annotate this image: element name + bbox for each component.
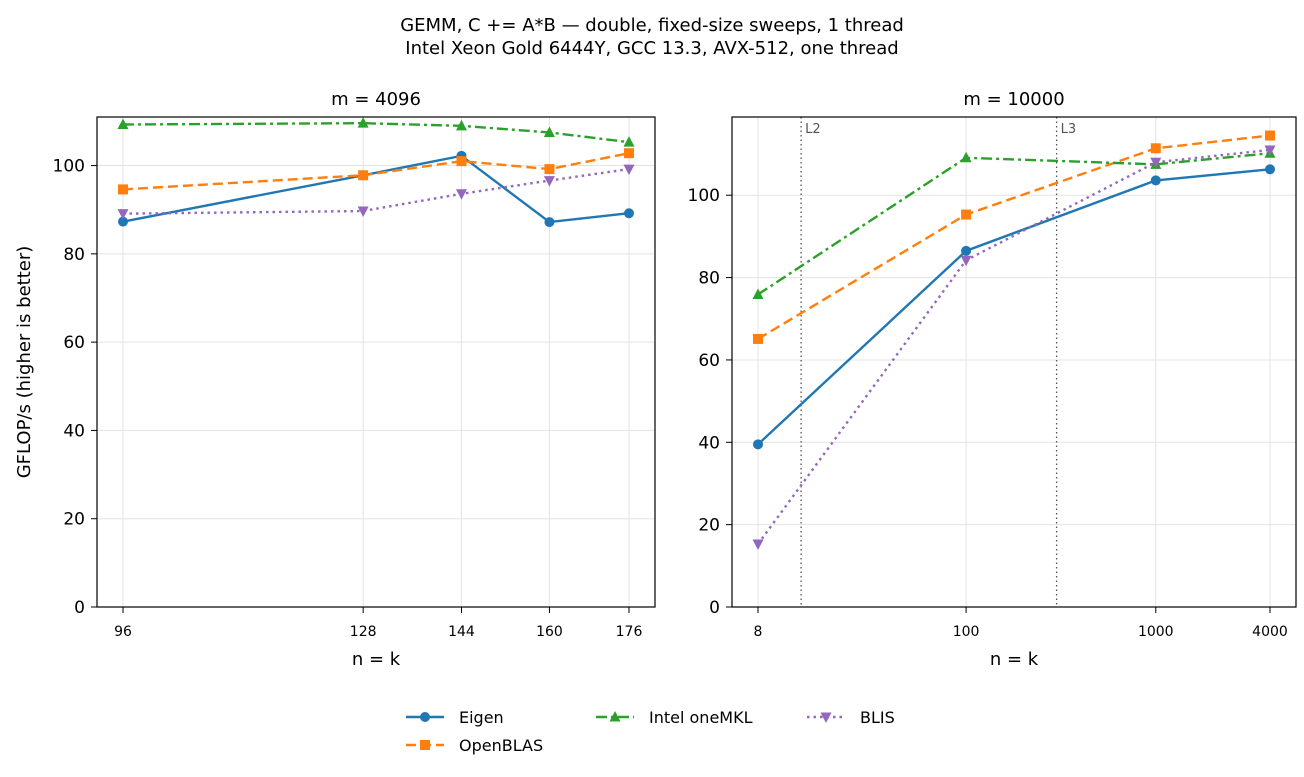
- series-eigen: [753, 164, 1275, 450]
- point-openblas: [1150, 143, 1161, 154]
- point-intel-onemkl: [752, 288, 764, 299]
- legend-marker: [420, 712, 430, 722]
- point-eigen: [544, 217, 555, 228]
- point-blis: [357, 206, 369, 218]
- series-openblas: [753, 130, 1275, 344]
- x-tick-label: 1000: [1138, 624, 1174, 640]
- point-blis: [543, 176, 555, 187]
- series-intel-onemkl: [117, 117, 635, 147]
- figure-title-line1: GEMM, C += A*B — double, fixed-size swee…: [400, 15, 904, 36]
- legend: Eigen Intel oneMKL BLIS OpenBLAS: [406, 708, 895, 755]
- point-eigen: [1265, 164, 1275, 175]
- y-tick-label: 20: [698, 516, 720, 536]
- plot-frame: [96, 116, 656, 608]
- figure-title-line2: Intel Xeon Gold 6444Y, GCC 13.3, AVX-512…: [405, 38, 898, 59]
- cache-label-l3: L3: [1061, 122, 1077, 137]
- point-eigen: [1150, 175, 1161, 186]
- series-line-intel-onemkl: [757, 152, 1271, 296]
- series-line-intel-onemkl: [122, 121, 630, 144]
- legend-label: Intel oneMKL: [649, 708, 753, 727]
- x-tick-label: 160: [536, 624, 563, 640]
- legend-label: OpenBLAS: [459, 736, 543, 755]
- point-eigen: [118, 216, 128, 227]
- y-tick-label: 0: [709, 598, 720, 618]
- x-axis-label: n = k: [352, 649, 401, 670]
- point-intel-onemkl: [455, 119, 467, 131]
- point-blis: [623, 164, 635, 176]
- legend-entry-intel-onemkl: Intel oneMKL: [596, 708, 753, 727]
- y-tick-label: 100: [53, 157, 85, 177]
- x-tick-label: 100: [953, 624, 980, 640]
- chart-panel-m-10000: L2 L3 8 100 1000 4000 0 20 40 60 80 100 m = 10000 n =…: [688, 89, 1297, 670]
- point-openblas: [1265, 130, 1275, 141]
- y-tick-label: 100: [688, 186, 720, 206]
- point-blis: [752, 539, 764, 550]
- series-line-openblas: [757, 134, 1271, 340]
- point-intel-onemkl: [117, 118, 129, 130]
- point-intel-onemkl: [357, 117, 369, 128]
- legend-label: BLIS: [860, 708, 895, 727]
- point-intel-onemkl: [960, 151, 972, 163]
- legend-marker: [609, 711, 621, 722]
- point-blis: [960, 255, 972, 267]
- point-eigen: [753, 439, 763, 450]
- point-intel-onemkl: [543, 126, 555, 137]
- y-tick-label: 20: [63, 510, 85, 530]
- point-blis: [1150, 157, 1162, 169]
- y-tick-label: 60: [698, 351, 720, 371]
- y-tick-label: 80: [63, 245, 85, 265]
- panel-title: m = 10000: [963, 89, 1064, 110]
- series-eigen: [118, 150, 634, 228]
- point-openblas: [358, 170, 369, 181]
- point-eigen: [624, 208, 634, 219]
- x-tick-label: 96: [114, 624, 132, 640]
- series-blis: [117, 164, 635, 220]
- point-eigen: [961, 245, 972, 256]
- y-axis-label: GFLOP/s (higher is better): [14, 246, 35, 479]
- point-openblas: [961, 209, 972, 220]
- x-tick-label: 128: [350, 624, 377, 640]
- series-intel-onemkl: [752, 147, 1276, 299]
- series-blis: [752, 145, 1276, 550]
- cache-label-l2: L2: [805, 122, 821, 137]
- point-openblas: [753, 333, 763, 344]
- legend-entry-blis: BLIS: [807, 708, 895, 727]
- point-openblas: [624, 148, 634, 159]
- point-blis: [455, 189, 467, 200]
- plot-frame: [731, 116, 1297, 608]
- legend-entry-openblas: OpenBLAS: [406, 736, 543, 755]
- x-axis-label: n = k: [990, 649, 1039, 670]
- point-openblas: [456, 156, 467, 167]
- panel-title: m = 4096: [331, 89, 421, 110]
- y-tick-label: 80: [698, 269, 720, 289]
- x-tick-label: 4000: [1252, 624, 1288, 640]
- series-openblas: [118, 148, 634, 195]
- x-tick-label: 8: [754, 624, 763, 640]
- chart-panel-m-4096: 96 128 144 160 176 0 20 40 60 80 100 m = 4096 n = k: [53, 89, 656, 670]
- series-line-blis: [757, 148, 1271, 545]
- legend-label: Eigen: [459, 708, 504, 727]
- y-tick-label: 0: [74, 598, 85, 618]
- point-blis: [117, 209, 129, 220]
- y-tick-label: 40: [698, 433, 720, 453]
- y-tick-label: 40: [63, 421, 85, 441]
- point-intel-onemkl: [623, 136, 635, 147]
- legend-marker: [820, 712, 832, 723]
- series-line-eigen: [757, 168, 1271, 446]
- point-blis: [1264, 145, 1276, 156]
- legend-entry-eigen: Eigen: [406, 708, 504, 727]
- y-tick-label: 60: [63, 333, 85, 353]
- x-tick-label: 144: [448, 624, 475, 640]
- x-tick-label: 176: [616, 624, 643, 640]
- point-openblas: [544, 164, 555, 175]
- legend-marker: [420, 740, 430, 750]
- point-openblas: [118, 184, 128, 195]
